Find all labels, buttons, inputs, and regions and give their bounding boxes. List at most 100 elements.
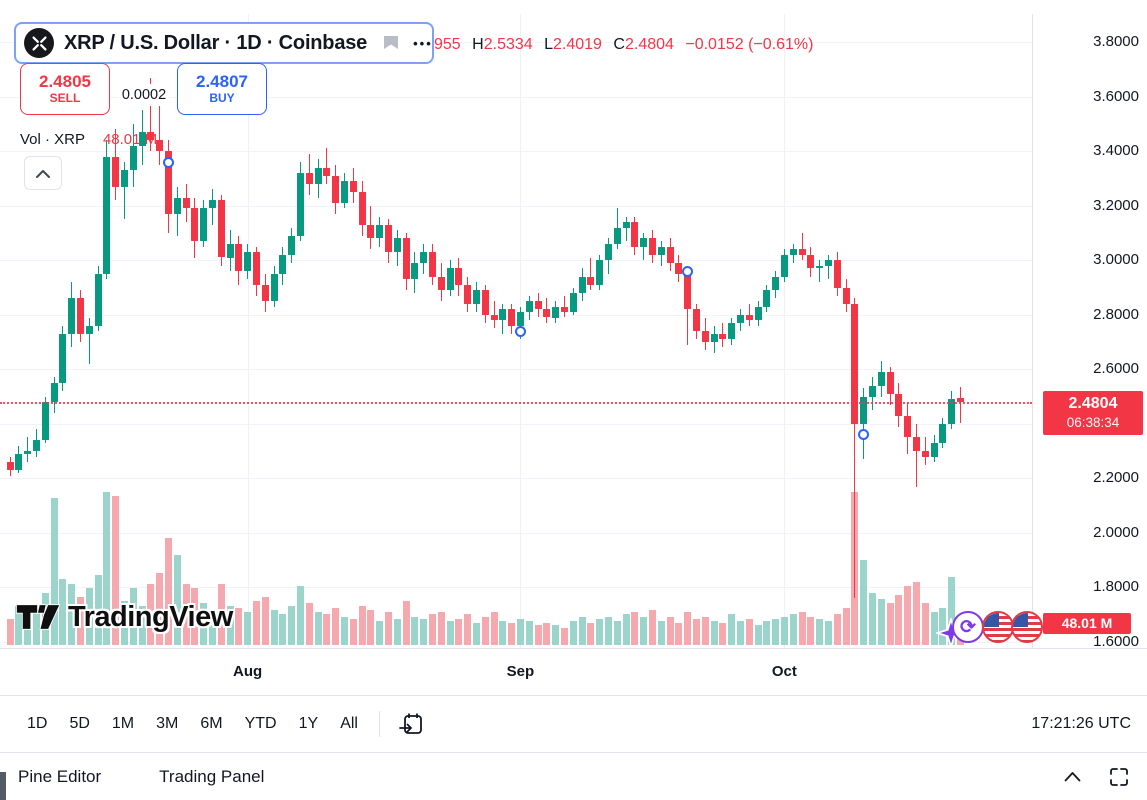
volume-bar (411, 616, 419, 645)
candle (895, 393, 903, 416)
candle (226, 243, 234, 258)
volume-bar (120, 601, 128, 645)
chart-pane[interactable] (0, 0, 1032, 800)
candle (24, 451, 32, 454)
volume-bar (657, 620, 665, 645)
time-scale[interactable]: Aug Sep Oct (0, 648, 1147, 695)
current-price-value: 2.4804 (1068, 394, 1118, 412)
volume-bar (798, 612, 806, 645)
candle (138, 132, 146, 146)
candle (384, 224, 392, 253)
go-to-date-button[interactable] (390, 707, 432, 741)
panel-expand-chevron-icon[interactable] (1064, 771, 1081, 782)
candle (323, 167, 331, 176)
volume-bar (235, 607, 243, 645)
refresh-event-icon[interactable]: ⟳ (952, 611, 984, 643)
candle (490, 314, 498, 321)
volume-bar (736, 620, 744, 645)
buy-price: 2.4807 (196, 72, 248, 92)
volume-bar (200, 603, 208, 645)
volume-bar (824, 620, 832, 645)
fullscreen-icon[interactable] (1109, 767, 1129, 787)
price-scale[interactable]: 2.4804 06:38:34 48.01 M 3.8000 3.6000 3.40… (1032, 14, 1147, 685)
bar-countdown: 06:38:34 (1066, 414, 1120, 430)
volume-bar (85, 588, 93, 645)
sell-button[interactable]: 2.4805 SELL (20, 63, 110, 115)
spread-value: 0.0002 (119, 84, 169, 106)
more-options-icon[interactable]: ••• (413, 35, 433, 51)
price-gridline (0, 96, 1032, 98)
candle (569, 292, 577, 313)
volume-bar (745, 618, 753, 645)
range-button-3m[interactable]: 3M (145, 709, 189, 739)
high-label: H (472, 36, 484, 53)
candle (719, 333, 727, 340)
volume-bar (164, 537, 172, 645)
range-button-all[interactable]: All (329, 709, 369, 739)
candle (182, 197, 190, 209)
candle (675, 262, 683, 274)
range-button-5d[interactable]: 5D (58, 709, 100, 739)
candle (367, 224, 375, 239)
price-gridline (0, 314, 1032, 316)
volume-bar (402, 601, 410, 645)
volume-bar (32, 610, 40, 645)
candle (270, 273, 278, 302)
candle (754, 306, 762, 321)
candle (296, 172, 304, 236)
buy-button[interactable]: 2.4807 BUY (177, 63, 267, 115)
volume-bar (648, 610, 656, 645)
volume-legend-label: Vol · XRP (20, 131, 85, 148)
event-marker-icon[interactable] (514, 325, 526, 337)
candle (816, 265, 824, 269)
trading-panel-tab[interactable]: Trading Panel (159, 766, 265, 786)
volume-bar (833, 614, 841, 645)
volume-legend-value: 48.01 M (102, 131, 158, 148)
event-marker-icon[interactable] (682, 265, 694, 277)
volume-bar (376, 620, 384, 645)
pine-editor-tab[interactable]: Pine Editor (18, 766, 102, 786)
volume-bar (640, 616, 648, 645)
volume-bar (340, 616, 348, 645)
volume-bar (76, 596, 84, 645)
current-price-line (0, 401, 1032, 404)
range-button-ytd[interactable]: YTD (234, 709, 288, 739)
tradingview-logo-icon (16, 604, 60, 630)
volume-bar (675, 623, 683, 645)
volume-axis-tag: 48.01 M (1043, 613, 1131, 634)
candle (692, 309, 700, 332)
event-marker-icon[interactable] (162, 156, 174, 168)
volume-bar (112, 496, 120, 645)
range-button-6m[interactable]: 6M (189, 709, 233, 739)
candle (358, 192, 366, 225)
legend-collapse-button[interactable] (24, 156, 62, 190)
month-gridline (784, 14, 786, 648)
event-marker-icon[interactable] (858, 429, 870, 441)
volume-bar (534, 625, 542, 645)
volume-bar (772, 618, 780, 645)
candle (147, 132, 155, 141)
flag-symbol-icon[interactable] (381, 34, 401, 52)
candle (437, 276, 445, 291)
price-tick-label: 3.6000 (1093, 87, 1139, 105)
volume-bar (208, 610, 216, 645)
candle-wick (27, 437, 29, 463)
candle (103, 156, 111, 274)
range-button-1m[interactable]: 1M (101, 709, 145, 739)
candle (402, 238, 410, 280)
utc-clock[interactable]: 17:21:26 UTC (1031, 715, 1131, 732)
candle (657, 246, 665, 255)
candle (736, 314, 744, 323)
xrp-logo-icon (24, 28, 54, 58)
us-flag-event-icon[interactable] (1011, 611, 1043, 643)
ohlc-readout: 955 H2.5334 L2.4019 C2.4804 −0.0152 (−0.… (434, 36, 813, 54)
symbol-search-button[interactable]: XRP / U.S. Dollar · 1D · Coinbase ••• (14, 22, 434, 64)
volume-bar (244, 612, 252, 645)
side-panel-notch[interactable] (0, 772, 6, 800)
volume-bar (560, 627, 568, 645)
us-flag-event-icon[interactable] (982, 611, 1014, 643)
range-button-1y[interactable]: 1Y (288, 709, 330, 739)
bottom-panel-bar: Pine Editor Trading Panel (0, 752, 1147, 800)
range-button-1d[interactable]: 1D (16, 709, 58, 739)
open-value-partial: 955 (434, 36, 461, 53)
